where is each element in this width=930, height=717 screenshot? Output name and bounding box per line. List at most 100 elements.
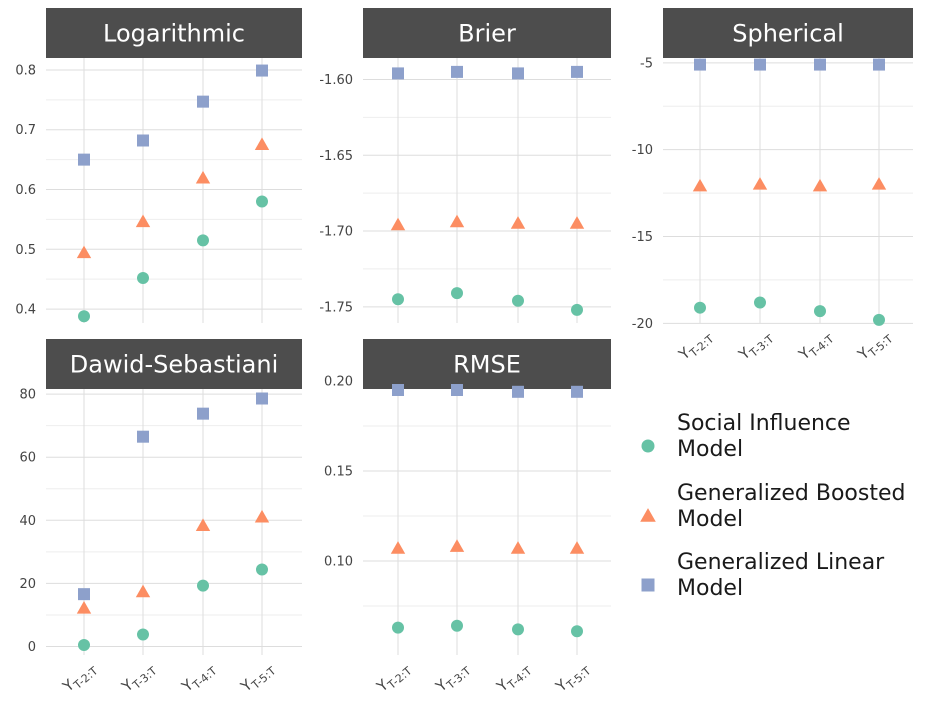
y-tick-label: 0.5	[15, 243, 36, 258]
panels: 0.4 0.5 0.6 0.7 0.8 Logarithmic -1.75 -1.70 -1.6…	[15, 8, 913, 698]
data-point-square	[571, 385, 583, 398]
data-point-circle	[197, 579, 209, 592]
y-tick-label: -1.75	[319, 300, 353, 315]
data-point-circle	[571, 625, 583, 638]
legend-label: Social Influence	[677, 411, 851, 436]
data-point-triangle	[195, 170, 211, 184]
data-point-triangle	[449, 214, 465, 228]
data-point-circle	[512, 294, 524, 307]
panel-brier: -1.75 -1.70 -1.65 -1.60 Brier	[319, 8, 611, 323]
y-tick-label: 40	[19, 514, 36, 529]
data-point-circle	[256, 563, 268, 576]
data-point-square	[137, 430, 149, 443]
data-point-circle	[137, 271, 149, 284]
x-tick-label: YT-3:T	[734, 326, 776, 366]
data-point-square	[137, 134, 149, 147]
data-point-triangle	[254, 509, 270, 523]
data-point-square	[256, 64, 268, 77]
data-point-circle	[451, 619, 463, 632]
x-tick-label: YT-4:T	[492, 658, 534, 698]
data-point-square	[571, 65, 583, 78]
data-point-circle	[571, 303, 583, 316]
panel-title: Brier	[458, 20, 516, 48]
data-point-square	[873, 58, 885, 71]
y-tick-label: 0.10	[324, 555, 353, 570]
data-point-square	[694, 58, 706, 71]
x-tick-label: YT-5:T	[236, 658, 278, 698]
data-point-square	[754, 58, 766, 71]
y-tick-label: -10	[632, 143, 653, 158]
x-tick-label: YT-2:T	[372, 658, 414, 698]
data-point-triangle	[449, 539, 465, 552]
data-point-triangle	[510, 216, 526, 229]
data-point-square	[451, 65, 463, 78]
panel-strip	[46, 339, 302, 389]
panel-strip	[46, 8, 302, 58]
y-tick-label: 60	[19, 451, 36, 466]
data-point-triangle	[76, 601, 92, 614]
data-point-triangle	[390, 217, 406, 231]
y-tick-label: 0.15	[324, 465, 353, 480]
x-tick-label: YT-3:T	[431, 658, 473, 698]
data-point-square	[512, 385, 524, 398]
data-point-circle	[392, 293, 404, 306]
data-point-square	[392, 67, 404, 80]
data-point-triangle	[76, 245, 92, 259]
data-point-square	[197, 95, 209, 108]
panel-title: Logarithmic	[103, 20, 245, 48]
data-point-square	[512, 67, 524, 80]
data-point-circle	[814, 305, 826, 318]
panel-title: Spherical	[732, 20, 844, 48]
legend-key-circle	[641, 439, 655, 453]
panel-dawid-sebastiani: 0 20 40 60 80 Dawid-Sebastiani YT-2:T YT-3:T YT-…	[19, 339, 302, 698]
y-tick-label: -1.65	[319, 149, 353, 164]
x-tick-label: YT-3:T	[117, 658, 159, 698]
data-point-circle	[392, 621, 404, 634]
y-tick-label: -1.70	[319, 225, 353, 240]
data-point-square	[78, 588, 90, 601]
y-tick-label: 0.8	[15, 63, 36, 78]
data-point-triangle	[752, 177, 768, 190]
panel-strip	[663, 8, 913, 58]
data-point-triangle	[569, 541, 585, 554]
data-point-circle	[873, 313, 885, 326]
data-point-triangle	[254, 137, 270, 150]
panel-title: RMSE	[453, 351, 521, 379]
data-point-triangle	[390, 541, 406, 554]
y-tick-label: -15	[632, 230, 653, 245]
data-point-square	[256, 392, 268, 405]
data-point-square	[392, 384, 404, 396]
data-point-circle	[197, 234, 209, 247]
data-point-triangle	[195, 518, 211, 531]
y-tick-label: 0.4	[15, 303, 36, 318]
x-tick-label: YT-2:T	[674, 326, 716, 366]
y-tick-label: 0	[28, 640, 36, 655]
y-tick-label: -1.60	[319, 73, 353, 88]
panel-strip	[363, 8, 611, 58]
data-point-triangle	[692, 178, 708, 192]
data-point-circle	[137, 628, 149, 641]
y-tick-label: -5	[640, 56, 653, 71]
y-tick-label: 20	[19, 577, 36, 592]
panel-rmse: 0.10 0.15 0.20 RMSE YT-2:T YT-3:T YT-4:T YT-5:T	[324, 339, 611, 698]
x-tick-label: YT-4:T	[794, 326, 836, 366]
x-tick-label: YT-5:T	[853, 326, 895, 366]
x-tick-label: YT-4:T	[177, 658, 219, 698]
data-point-square	[451, 384, 463, 396]
data-point-circle	[78, 310, 90, 323]
data-point-triangle	[871, 177, 887, 190]
data-point-triangle	[135, 214, 151, 228]
data-point-triangle	[569, 216, 585, 229]
legend-label: Generalized Boosted	[677, 481, 905, 506]
data-point-triangle	[510, 541, 526, 554]
data-point-square	[78, 153, 90, 166]
data-point-circle	[512, 623, 524, 636]
y-tick-label: -20	[632, 317, 653, 332]
panel-strip	[363, 339, 611, 389]
y-tick-label: 0.7	[15, 123, 36, 138]
legend-label: Model	[677, 576, 743, 601]
